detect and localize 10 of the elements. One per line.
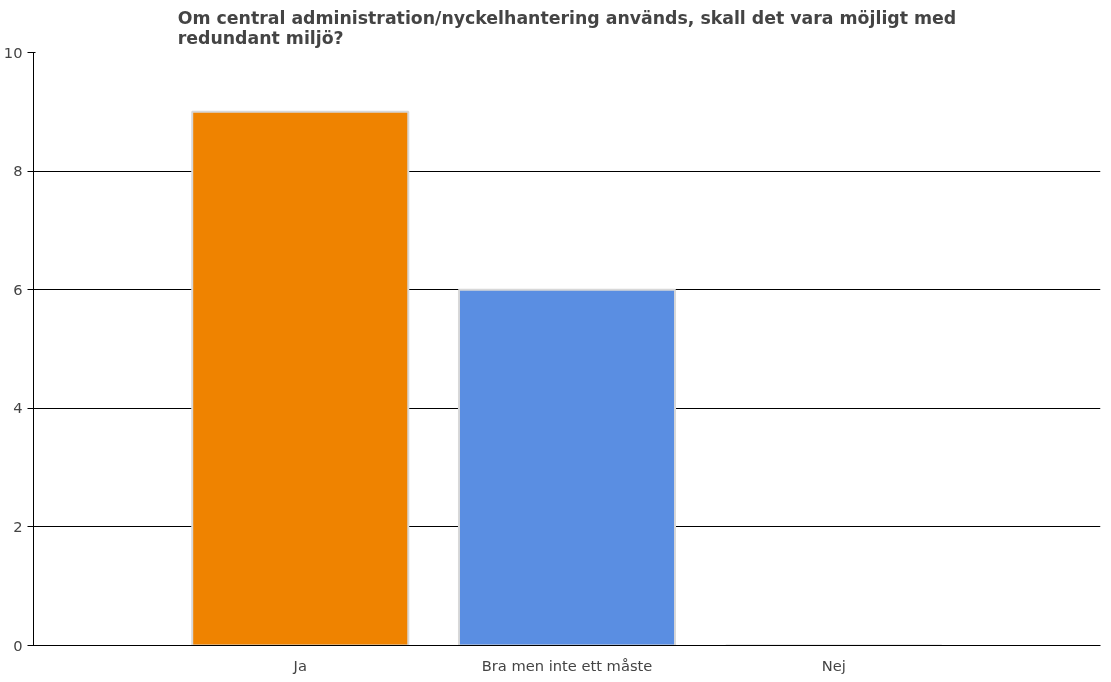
- y-tick-label: 4: [13, 399, 23, 417]
- y-tick-label: 10: [3, 43, 23, 61]
- y-tick-label: 6: [13, 280, 23, 298]
- x-tick-label: Bra men inte ett måste: [481, 656, 653, 674]
- x-tick-label: Ja: [292, 656, 307, 674]
- x-tick-label: Nej: [821, 656, 846, 674]
- y-tick-label: 2: [13, 517, 23, 535]
- y-tick-label: 8: [13, 162, 23, 180]
- y-tick-label: 0: [13, 636, 23, 654]
- chart-title: Om central administration/nyckelhantering används, skall det vara möjligt med redundant miljö?: [177, 7, 957, 48]
